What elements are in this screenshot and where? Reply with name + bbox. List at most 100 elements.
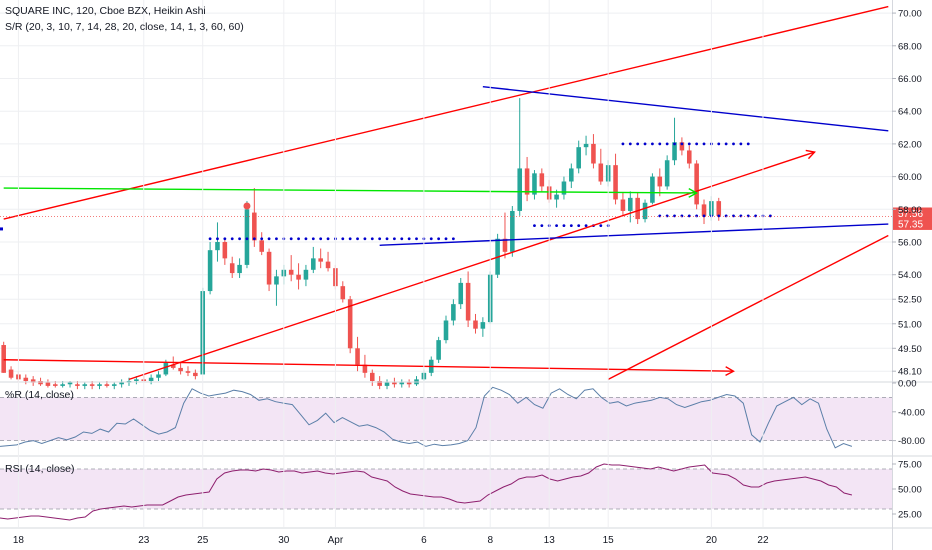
candle[interactable] [215, 222, 220, 262]
candle[interactable] [628, 191, 633, 223]
sr-dot [356, 237, 359, 241]
candle[interactable] [510, 206, 515, 257]
candle[interactable] [185, 366, 191, 377]
candle[interactable] [473, 313, 478, 334]
candle-body [318, 258, 323, 262]
candle[interactable] [642, 199, 648, 223]
candle[interactable] [1, 341, 6, 373]
rsi-legend[interactable]: RSI (14, close) [5, 463, 75, 475]
candle[interactable] [274, 269, 279, 306]
trendline-horizontal-red-ray[interactable] [3, 359, 734, 372]
candle[interactable] [561, 176, 567, 200]
candle[interactable] [377, 376, 382, 390]
trendline-lower-red-trend[interactable] [607, 234, 889, 380]
candle[interactable] [178, 363, 183, 375]
candle[interactable] [635, 192, 640, 225]
symbol-legend[interactable]: SQUARE INC, 120, Cboe BZX, Heikin Ashi [5, 5, 206, 17]
candle[interactable] [156, 371, 161, 381]
candle[interactable] [325, 251, 331, 272]
candle[interactable] [288, 255, 294, 282]
candle[interactable] [340, 281, 346, 303]
candle[interactable] [45, 379, 51, 388]
candle[interactable] [436, 336, 441, 364]
candle[interactable] [237, 258, 242, 278]
candle[interactable] [259, 232, 264, 256]
candle[interactable] [554, 189, 559, 208]
candle[interactable] [451, 299, 456, 326]
candle[interactable] [414, 376, 419, 386]
candle[interactable] [569, 163, 574, 189]
osc-tick-label: 25.00 [898, 510, 922, 521]
trendline-upper-red-channel[interactable] [3, 5, 889, 220]
candle[interactable] [664, 155, 670, 190]
candle[interactable] [222, 238, 228, 265]
candle[interactable] [502, 212, 508, 259]
candle[interactable] [362, 354, 368, 378]
candle[interactable] [613, 153, 618, 205]
candle[interactable] [539, 168, 545, 192]
candle[interactable] [8, 366, 14, 380]
williams-r-legend[interactable]: %R (14, close) [5, 389, 74, 401]
candle[interactable] [119, 379, 124, 388]
candle[interactable] [672, 117, 677, 166]
candle[interactable] [657, 168, 663, 197]
candle[interactable] [524, 156, 530, 202]
candle[interactable] [23, 374, 29, 385]
candle[interactable] [598, 148, 604, 185]
candle[interactable] [480, 317, 486, 337]
candle[interactable] [252, 188, 257, 247]
candle[interactable] [296, 263, 301, 290]
candle[interactable] [355, 336, 360, 372]
sr-dot [687, 214, 691, 218]
candle[interactable] [650, 173, 655, 205]
trendline-green-level[interactable] [3, 187, 697, 194]
candle[interactable] [679, 137, 685, 156]
candle[interactable] [229, 256, 235, 278]
candle[interactable] [384, 379, 390, 390]
sr-dot [415, 237, 418, 241]
candle[interactable] [716, 197, 722, 221]
candle[interactable] [458, 277, 464, 310]
candle[interactable] [311, 246, 316, 274]
sr-dot [407, 237, 411, 241]
candle[interactable] [443, 315, 449, 344]
candle[interactable] [97, 382, 102, 390]
trendline-upper-blue-resistance[interactable] [482, 85, 889, 132]
candle[interactable] [686, 145, 692, 169]
indicator-legend[interactable]: S/R (20, 3, 10, 7, 14, 28, 20, close, 14… [5, 21, 244, 33]
candle[interactable] [30, 376, 36, 386]
candle[interactable] [701, 199, 707, 225]
candle[interactable] [591, 134, 596, 169]
time-tick-label: 18 [13, 535, 25, 546]
sr-dot [444, 237, 448, 241]
candle[interactable] [576, 140, 581, 174]
candle[interactable] [369, 369, 375, 386]
candle[interactable] [392, 377, 397, 388]
candle[interactable] [583, 135, 589, 156]
trendline-mid-red-trend[interactable] [128, 151, 815, 381]
candle[interactable] [303, 264, 309, 287]
candle[interactable] [465, 271, 471, 328]
candle[interactable] [406, 379, 412, 388]
candle[interactable] [517, 98, 523, 216]
time-axis[interactable]: 18 23 25 30 Apr 6 8 13 15 20 22 [13, 0, 769, 546]
candle[interactable] [318, 248, 323, 269]
candle[interactable] [620, 192, 626, 216]
candle[interactable] [111, 382, 117, 390]
candle[interactable] [193, 369, 198, 380]
candle[interactable] [82, 382, 88, 390]
candle[interactable] [244, 201, 250, 269]
candle[interactable] [347, 295, 353, 354]
candle[interactable] [532, 170, 537, 200]
trendline-lower-blue-support[interactable] [379, 223, 889, 246]
sr-dot [260, 237, 264, 241]
candle[interactable] [207, 242, 213, 295]
sr-dot [348, 237, 352, 241]
candle[interactable] [266, 248, 272, 292]
candle[interactable] [148, 374, 154, 385]
candle[interactable] [399, 379, 405, 388]
candle[interactable] [694, 160, 699, 210]
price-pane[interactable] [0, 5, 892, 390]
